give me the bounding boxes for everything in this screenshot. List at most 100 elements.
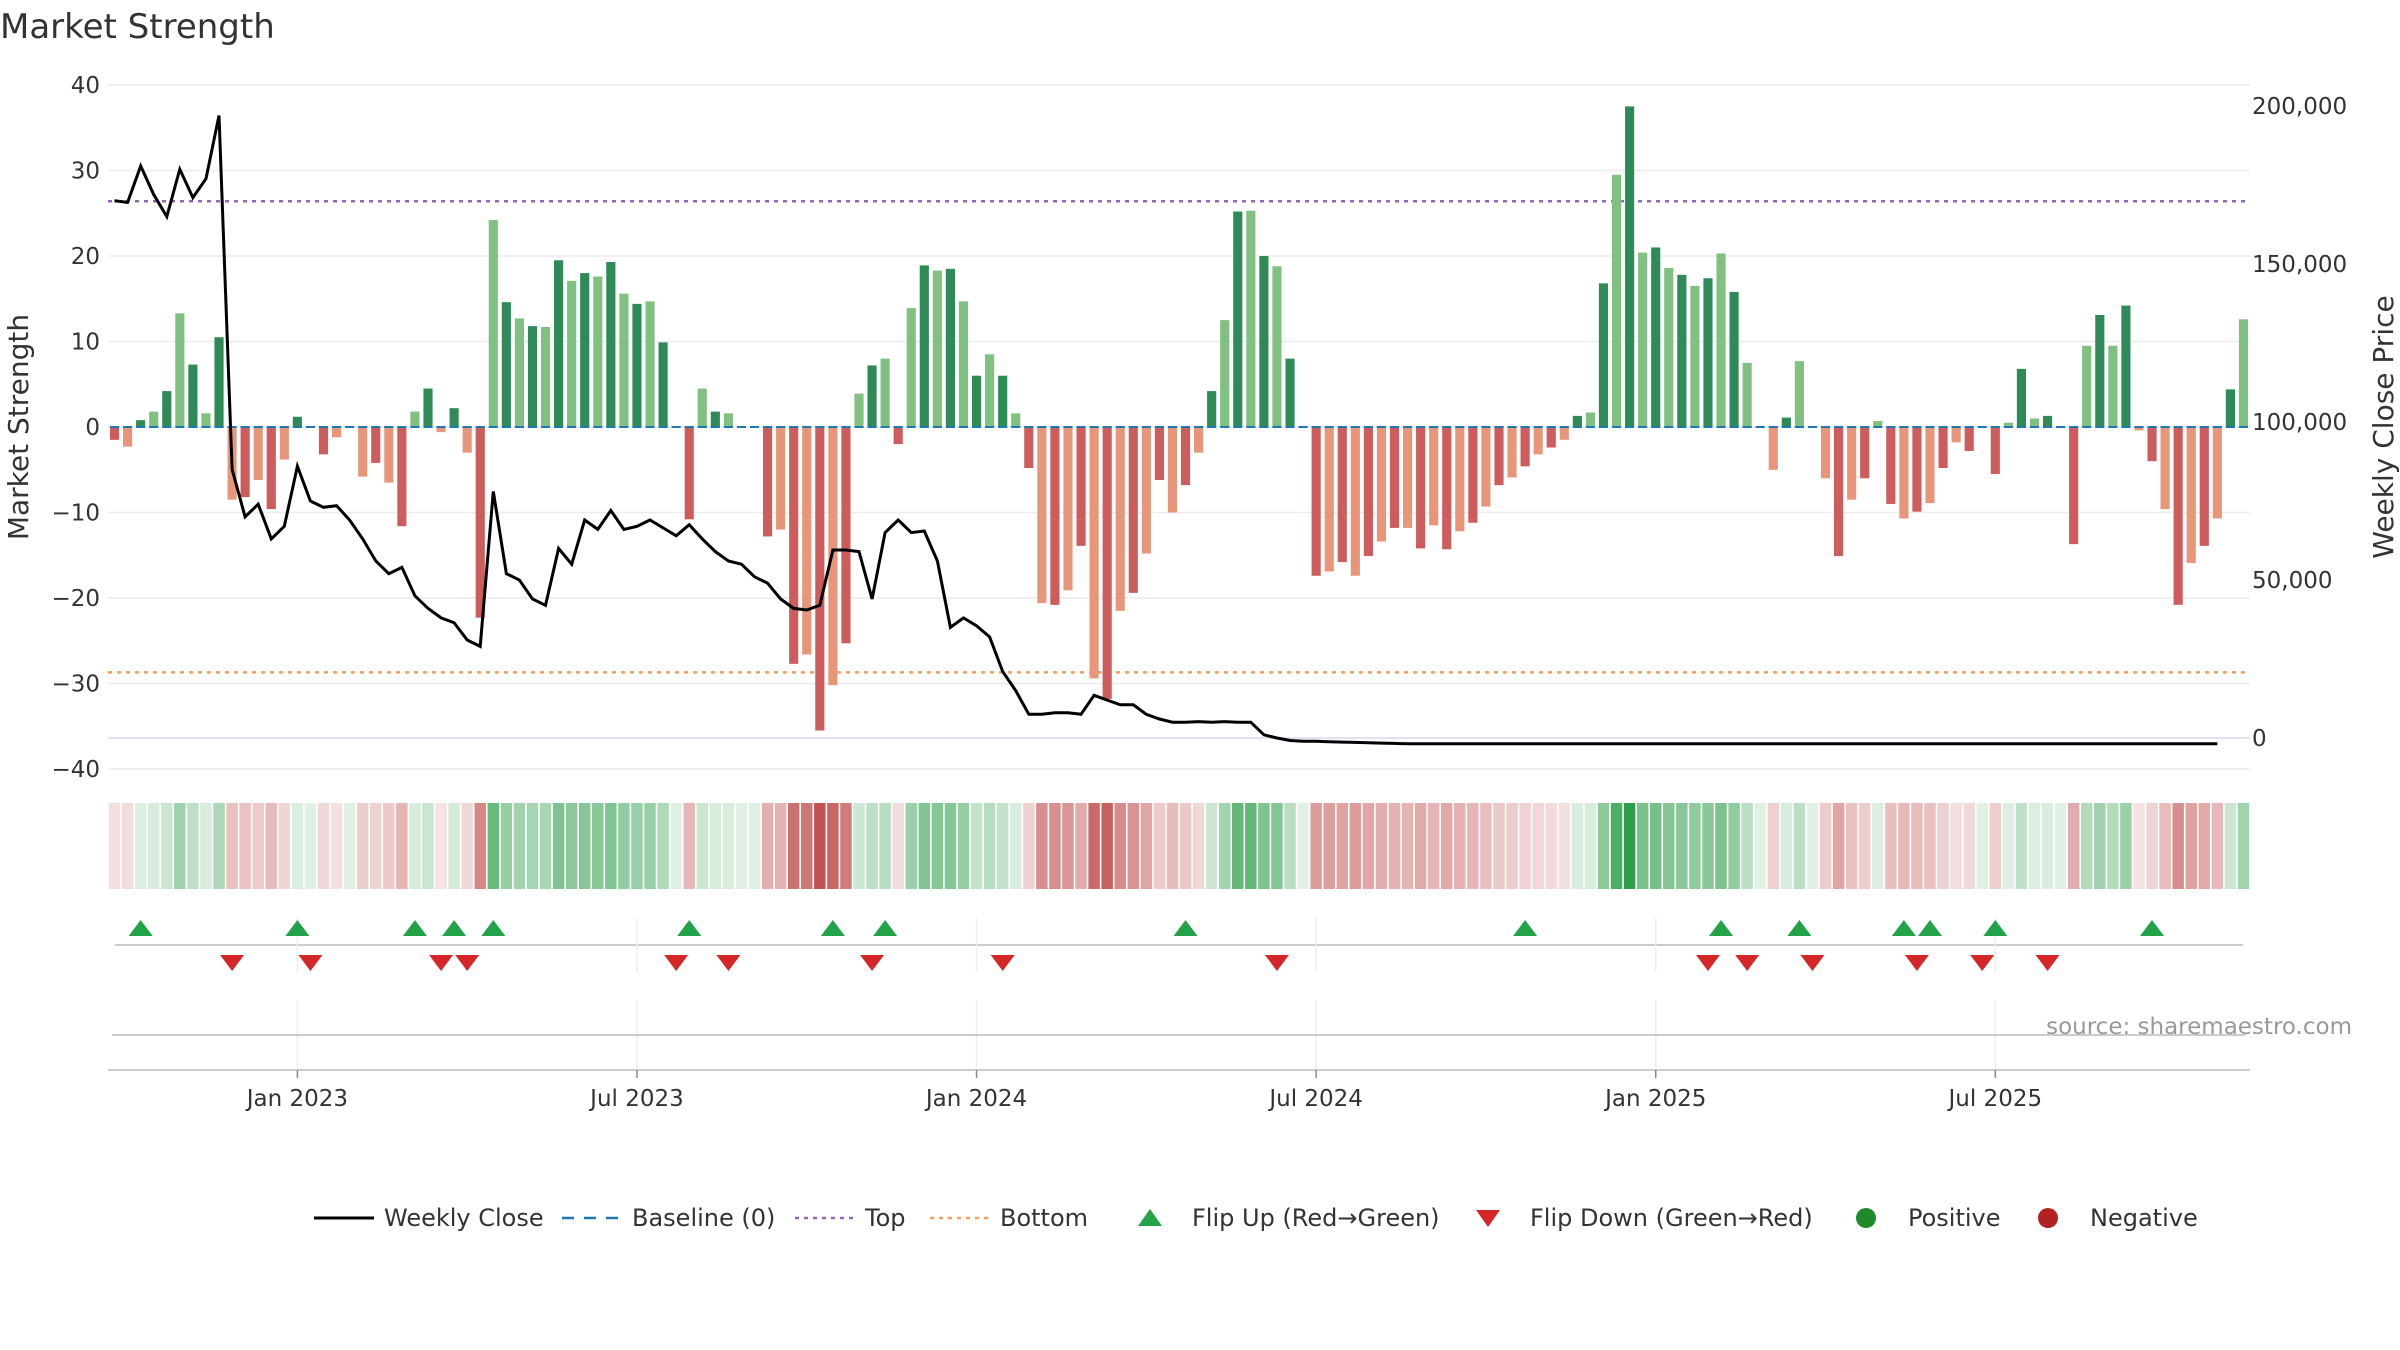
strength-bar (776, 427, 786, 530)
flip-down-marker (2035, 955, 2060, 971)
strength-bar (279, 427, 289, 460)
legend-item: Flip Up (Red→Green) (1138, 1204, 1440, 1232)
strength-bar (175, 313, 185, 427)
heat-cell (2133, 803, 2145, 889)
strength-bar (188, 364, 198, 427)
strength-bar (1180, 427, 1191, 486)
heat-cell (722, 803, 735, 889)
strength-bar (880, 358, 890, 427)
flip-down-marker (220, 955, 245, 971)
strength-bar (1507, 427, 1517, 478)
heat-cell (944, 803, 957, 889)
x-tick-label: Jul 2023 (588, 1086, 684, 1112)
x-tick-label: Jan 2025 (1603, 1086, 1706, 1112)
heat-cell (1976, 803, 1988, 889)
heat-cell (1623, 803, 1636, 889)
flip-up-marker (442, 920, 467, 936)
heat-cell (1741, 803, 1753, 889)
heat-cell (2224, 803, 2237, 889)
heat-cell (187, 803, 199, 889)
heat-cell (696, 803, 709, 889)
legend-label: Bottom (1000, 1204, 1088, 1232)
strength-bar (2186, 427, 2196, 563)
strength-bar (958, 301, 969, 427)
heat-cell (1937, 803, 1949, 889)
heat-cell (1571, 803, 1584, 889)
heat-cell (1898, 803, 1910, 889)
heat-cell (1114, 803, 1126, 889)
heat-cell (1284, 803, 1296, 889)
strength-bar (1050, 427, 1060, 605)
heat-cell (356, 803, 369, 889)
strength-bar (2029, 418, 2040, 427)
flip-up-marker (677, 920, 702, 936)
heat-cell (422, 803, 434, 889)
heat-cell (2067, 803, 2080, 889)
flip-up-marker (1787, 920, 1812, 936)
strength-bar (1024, 427, 1034, 469)
heat-cell (1924, 803, 1936, 889)
heat-cell (957, 803, 970, 889)
heat-cell (1610, 803, 1623, 889)
strength-bar (1063, 427, 1073, 591)
strength-bar (540, 326, 551, 427)
heat-cell (265, 803, 277, 889)
strength-bar (2108, 345, 2118, 427)
y2-tick-label: 0 (2252, 726, 2267, 752)
strength-bar (1834, 427, 1844, 557)
strength-bar (1520, 427, 1530, 467)
heat-cell (1597, 803, 1610, 889)
heat-cell (1832, 803, 1845, 889)
heat-cell (174, 803, 186, 889)
strength-bar (1546, 427, 1556, 448)
heat-cell (1806, 803, 1819, 889)
heat-cell (2107, 803, 2119, 889)
strength-bar (1115, 427, 1125, 611)
strength-bar (2199, 427, 2209, 546)
strength-bar (1194, 427, 1204, 453)
heat-cell (1441, 803, 1453, 889)
heat-cell (1480, 803, 1492, 889)
strength-bar (358, 427, 368, 477)
strength-bar (1416, 427, 1426, 549)
heat-cell (2237, 803, 2250, 889)
flip-up-marker (1918, 920, 1943, 936)
heat-cell (2146, 803, 2158, 889)
flip-up-marker (481, 920, 506, 936)
y-axis-left-label: Market Strength (2, 314, 35, 540)
heat-cell (1375, 803, 1388, 889)
strength-bar (488, 220, 498, 427)
strength-bar (554, 260, 564, 427)
heat-cell (383, 803, 395, 889)
heat-cell (278, 803, 291, 889)
heat-cell (461, 803, 473, 889)
heat-cell (761, 803, 774, 889)
heat-cell (147, 803, 160, 889)
strength-bar (1781, 417, 1791, 427)
flip-up-marker (285, 920, 310, 936)
heat-cell (1702, 803, 1714, 889)
heat-cell (1023, 803, 1035, 889)
strength-bar (136, 420, 146, 427)
heat-cell (487, 803, 500, 889)
strength-bar (2147, 427, 2157, 462)
reference-lines (108, 200, 2250, 739)
x-tick-label: Jan 2023 (245, 1086, 348, 1112)
flip-down-marker (664, 955, 689, 971)
heat-cell (200, 803, 212, 889)
heat-cell (474, 803, 486, 889)
strength-bar (906, 308, 916, 427)
strength-bar (1938, 427, 1948, 469)
strength-bar (318, 427, 329, 455)
heat-cell (1989, 803, 2002, 889)
strength-bar (971, 375, 982, 427)
heat-cell (1728, 803, 1740, 889)
strength-bar (658, 342, 668, 427)
legend-item: Bottom (930, 1204, 1088, 1232)
flip-down-marker (298, 955, 323, 971)
heat-cell (1963, 803, 1975, 889)
flip-down-marker (990, 955, 1015, 971)
legend-item: Top (795, 1204, 906, 1232)
legend: Weekly Close Baseline (0) Top Bottom Flip Up… (314, 1204, 2198, 1232)
legend-swatch (1476, 1210, 1500, 1227)
